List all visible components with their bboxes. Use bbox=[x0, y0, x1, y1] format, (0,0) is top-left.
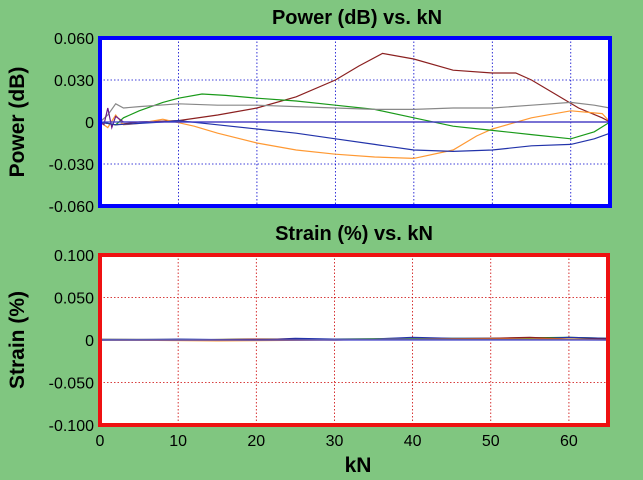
x-axis-label: kN bbox=[345, 454, 372, 477]
power-y-axis-label: Power (dB) bbox=[6, 67, 29, 178]
power-chart-title: Power (dB) vs. kN bbox=[272, 7, 442, 29]
strain-x-ticks: 0 10 20 30 40 50 60 bbox=[96, 433, 578, 450]
power-y-tick-label: 0.060 bbox=[54, 31, 94, 48]
strain-x-tick-label: 50 bbox=[482, 433, 500, 450]
strain-x-tick-label: 30 bbox=[326, 433, 344, 450]
strain-y-tick-label: -0.100 bbox=[49, 418, 94, 435]
strain-y-axis-label: Strain (%) bbox=[6, 291, 29, 389]
strain-x-tick-label: 20 bbox=[247, 433, 265, 450]
power-y-tick-label: -0.060 bbox=[49, 199, 94, 216]
strain-y-tick-label: 0.050 bbox=[54, 291, 94, 308]
power-plot-frame bbox=[98, 36, 612, 208]
strain-y-ticks: 0.100 0.050 0 -0.050 -0.100 bbox=[49, 248, 94, 435]
strain-series-group bbox=[99, 336, 609, 342]
power-series-group bbox=[99, 52, 611, 160]
power-y-ticks: 0.060 0.030 0 -0.030 -0.060 bbox=[49, 31, 94, 216]
strain-x-tick-label: 40 bbox=[404, 433, 422, 450]
power-series-line-3 bbox=[99, 101, 611, 123]
strain-chart-title: Strain (%) vs. kN bbox=[275, 223, 433, 245]
power-chart: Power (dB) vs. kN Power (dB) 0.0600.0300… bbox=[6, 7, 612, 216]
power-y-tick-label: 0 bbox=[85, 115, 94, 132]
strain-plot-frame bbox=[98, 253, 610, 427]
strain-y-tick-label: 0.100 bbox=[54, 248, 94, 265]
strain-x-tick-label: 10 bbox=[169, 433, 187, 450]
strain-x-tick-label: 0 bbox=[96, 433, 105, 450]
strain-x-tick-label: 60 bbox=[560, 433, 578, 450]
strain-y-tick-label: -0.050 bbox=[49, 376, 94, 393]
power-y-tick-label: -0.030 bbox=[49, 157, 94, 174]
strain-y-tick-label: 0 bbox=[85, 333, 94, 350]
power-y-tick-label: 0.030 bbox=[54, 73, 94, 90]
power-series-line-2 bbox=[99, 93, 611, 140]
strain-chart: Strain (%) vs. kN Strain (%) 0.1000.0500… bbox=[6, 223, 610, 477]
